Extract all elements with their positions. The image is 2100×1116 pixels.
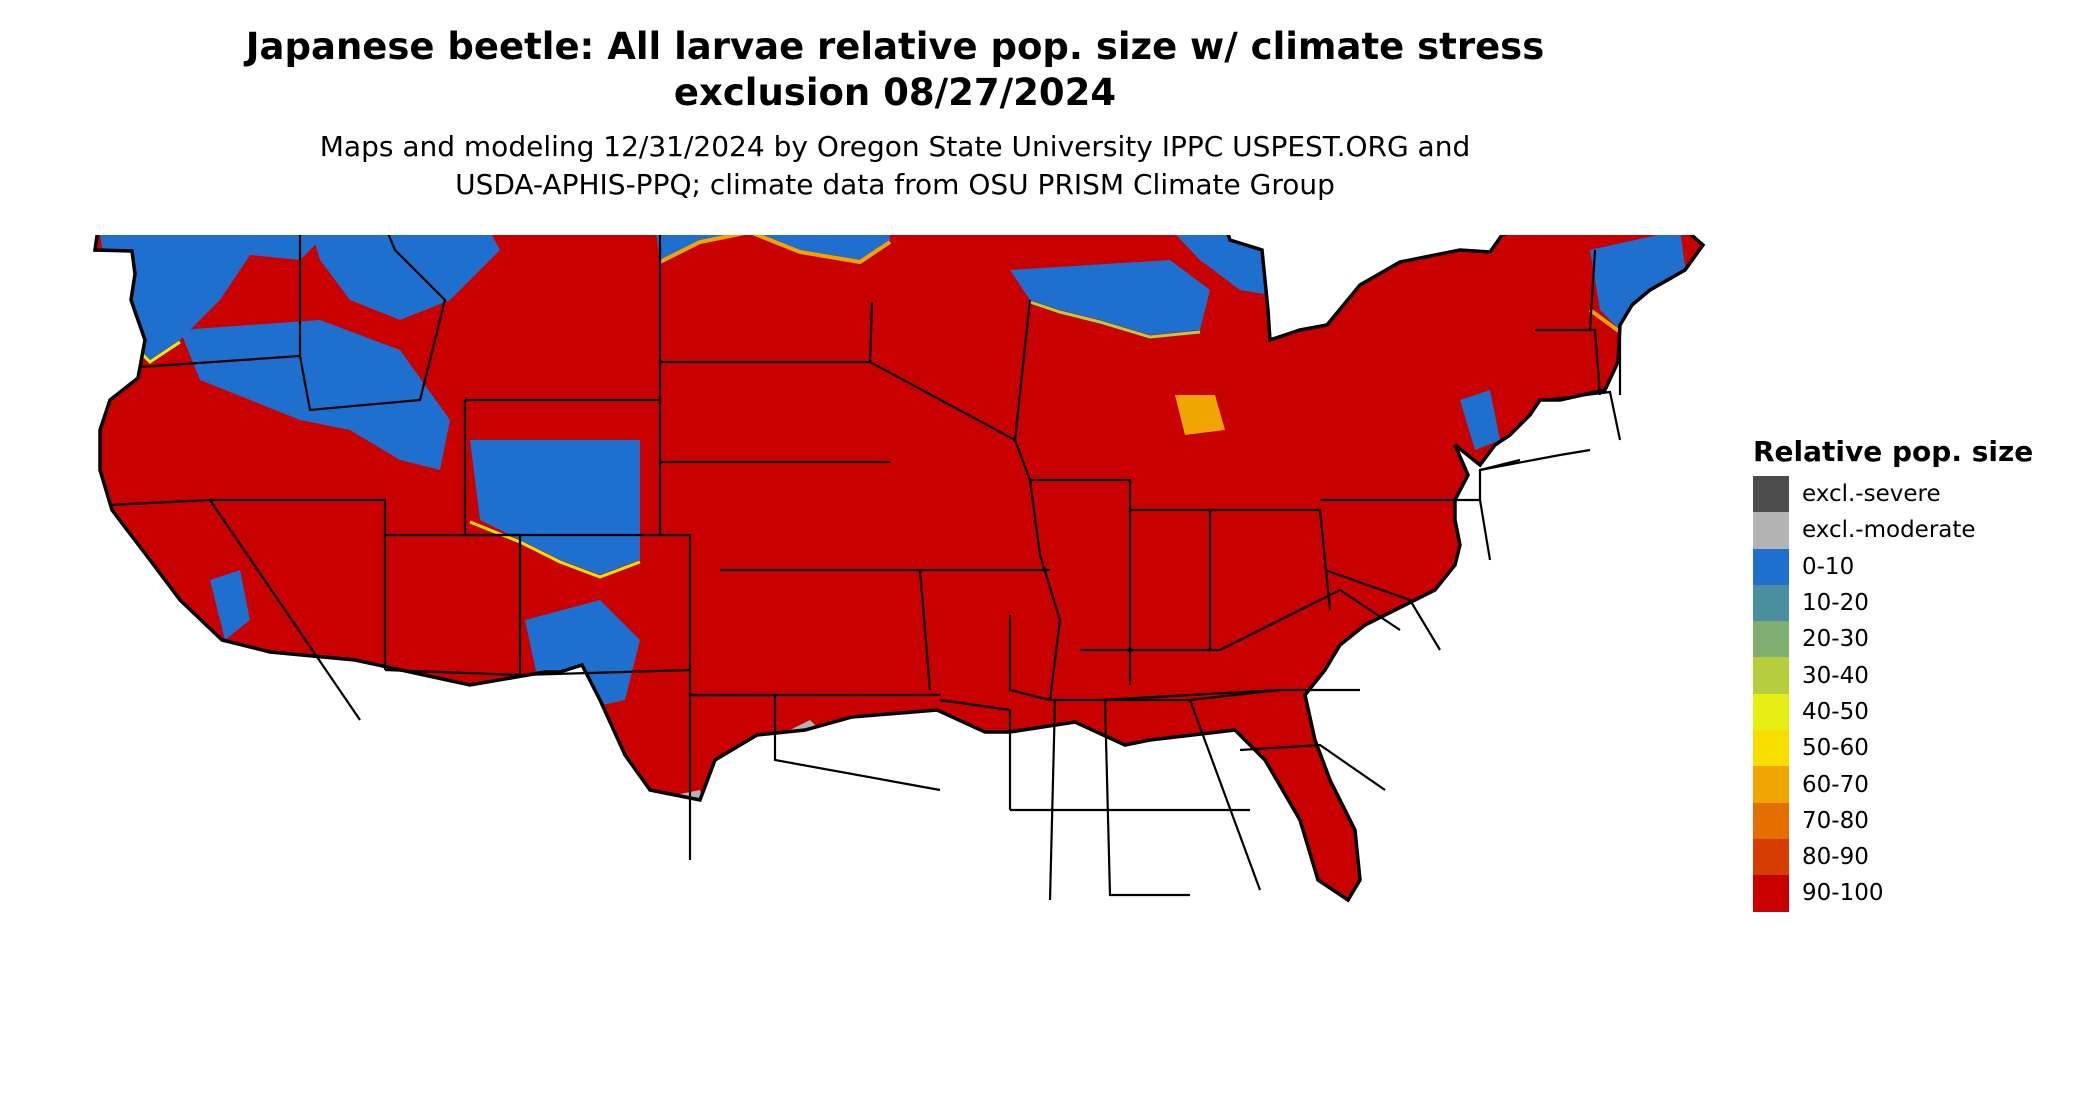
legend-swatch xyxy=(1753,802,1789,839)
legend-item: 20-30 xyxy=(1753,621,2033,658)
legend-label: 0-10 xyxy=(1802,553,1855,580)
legend-item: excl.-moderate xyxy=(1753,512,2033,549)
legend-swatch xyxy=(1753,657,1789,694)
subtitle-line-1: Maps and modeling 12/31/2024 by Oregon S… xyxy=(319,130,1471,163)
legend: Relative pop. size excl.-severe excl.-mod… xyxy=(1753,435,2033,912)
legend-label: 20-30 xyxy=(1802,626,1869,653)
title-line-2: exclusion 08/27/2024 xyxy=(673,71,1117,115)
legend-item: 0-10 xyxy=(1753,548,2033,585)
map-title: Japanese beetle: All larvae relative pop… xyxy=(0,24,1790,117)
legend-item: 80-90 xyxy=(1753,838,2033,876)
legend-item: 60-70 xyxy=(1753,766,2033,803)
legend-item: 10-20 xyxy=(1753,584,2033,622)
legend-item: 70-80 xyxy=(1753,802,2033,839)
legend-swatch xyxy=(1753,621,1789,658)
legend-item: 90-100 xyxy=(1753,875,2033,912)
legend-swatch xyxy=(1753,875,1789,912)
legend-swatch xyxy=(1753,512,1789,549)
legend-swatch xyxy=(1753,476,1789,513)
map-subtitle: Maps and modeling 12/31/2024 by Oregon S… xyxy=(0,128,1790,204)
legend-label: 30-40 xyxy=(1802,662,1869,689)
legend-label: 50-60 xyxy=(1802,735,1869,762)
legend-swatch xyxy=(1753,838,1789,876)
legend-label: excl.-severe xyxy=(1802,481,1941,508)
legend-swatch xyxy=(1753,766,1789,803)
legend-swatch xyxy=(1753,548,1789,585)
legend-label: 90-100 xyxy=(1802,880,1884,907)
legend-item: 50-60 xyxy=(1753,730,2033,767)
legend-label: 60-70 xyxy=(1802,771,1869,798)
title-line-1: Japanese beetle: All larvae relative pop… xyxy=(245,25,1545,68)
legend-title: Relative pop. size xyxy=(1753,435,2034,468)
state-boundaries xyxy=(109,235,1622,901)
legend-label: 40-50 xyxy=(1802,698,1869,725)
legend-item: excl.-severe xyxy=(1753,476,2033,513)
legend-swatch xyxy=(1753,693,1789,731)
legend-label: excl.-moderate xyxy=(1802,517,1976,544)
legend-item: 30-40 xyxy=(1753,657,2033,694)
legend-items: excl.-severe excl.-moderate 0-10 10-20 20-30… xyxy=(1753,476,2033,912)
legend-item: 40-50 xyxy=(1753,693,2033,731)
legend-swatch xyxy=(1753,730,1789,767)
legend-swatch xyxy=(1753,584,1789,622)
legend-label: 70-80 xyxy=(1802,807,1869,834)
subtitle-line-2: USDA-APHIS-PPQ; climate data from OSU PR… xyxy=(455,167,1335,201)
us-map xyxy=(93,235,1705,902)
legend-label: 80-90 xyxy=(1802,844,1869,871)
legend-label: 10-20 xyxy=(1802,590,1869,617)
